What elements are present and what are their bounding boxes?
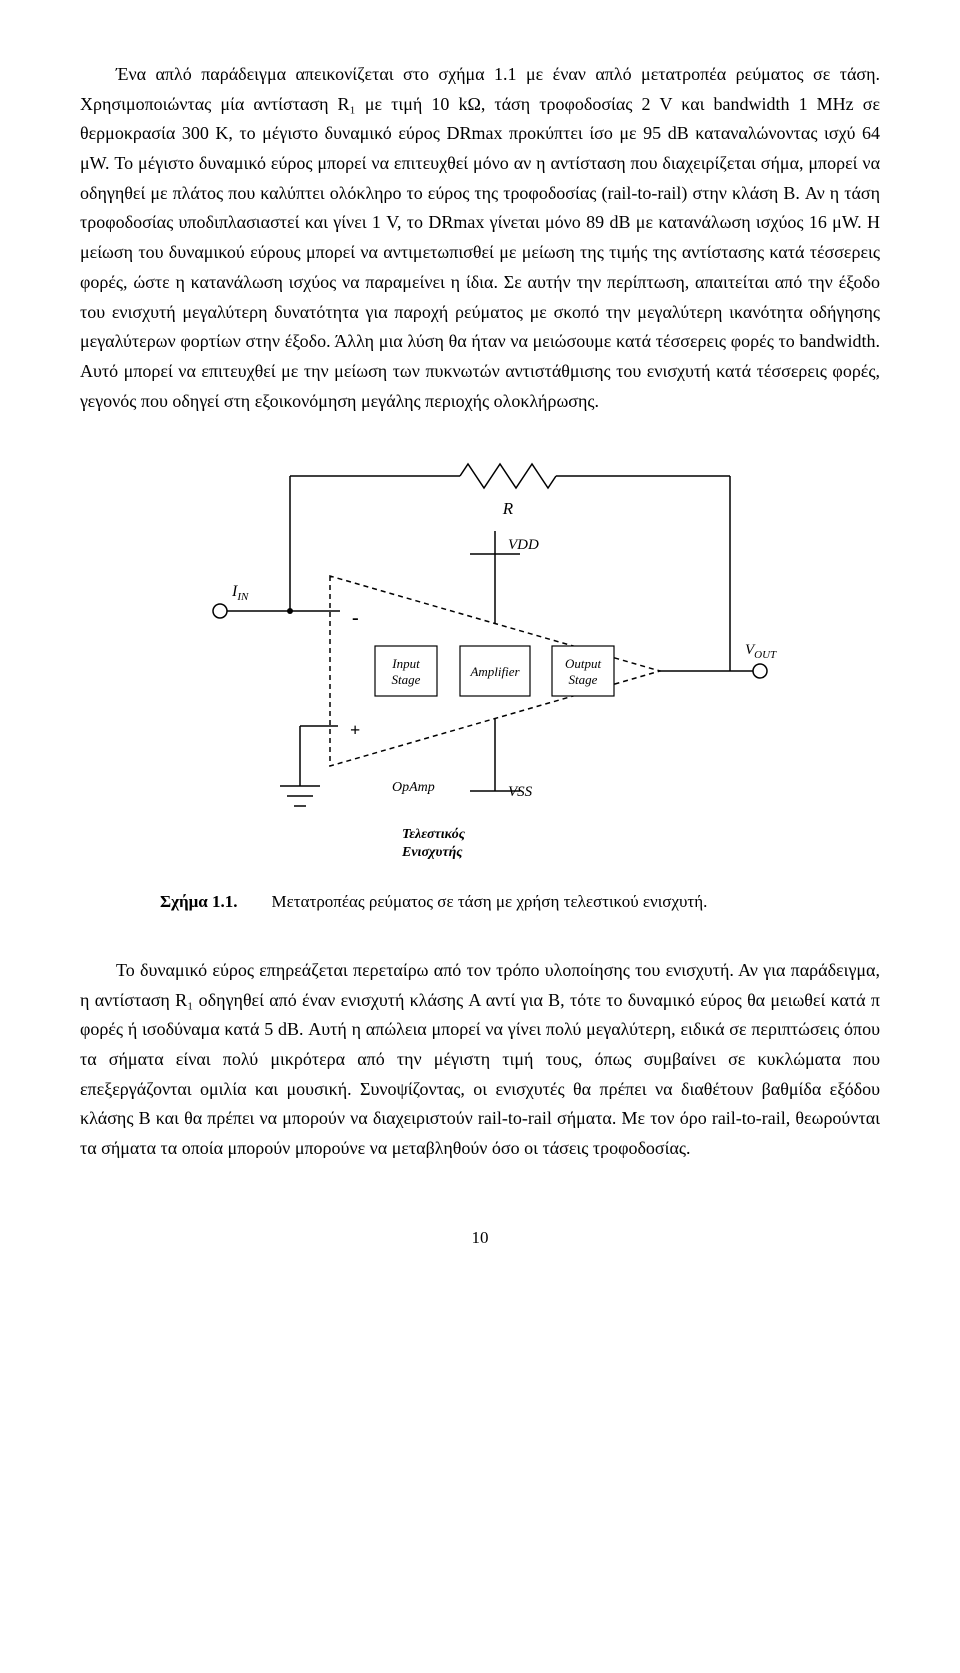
label-input-stage-2: Stage — [392, 672, 421, 687]
label-amplifier: Amplifier — [469, 664, 520, 679]
label-iin: IIN — [231, 583, 249, 603]
label-output-stage-1: Output — [565, 656, 602, 671]
page-number: 10 — [80, 1224, 880, 1252]
label-opamp: OpAmp — [392, 780, 435, 795]
label-output-stage-2: Stage — [569, 672, 598, 687]
label-vss: VSS — [508, 784, 533, 800]
label-r: R — [502, 499, 514, 518]
caption-label: Σχήμα 1.1. — [160, 892, 238, 911]
figure-1: R IIN - + VDD VSS Input Stage Amplifier … — [160, 446, 800, 916]
label-plus: + — [350, 720, 360, 740]
label-vout: VOUT — [745, 642, 777, 661]
label-minus: - — [352, 607, 359, 629]
caption-text: Μετατροπέας ρεύματος σε τάση με χρήση τε… — [272, 892, 708, 911]
box-input-stage — [375, 646, 437, 696]
circuit-diagram: R IIN - + VDD VSS Input Stage Amplifier … — [160, 446, 800, 866]
label-input-stage-1: Input — [391, 656, 420, 671]
paragraph-2: Το δυναμικό εύρος επηρεάζεται περεταίρω … — [80, 956, 880, 1164]
paragraph-1: Ένα απλό παράδειγμα απεικονίζεται στο σχ… — [80, 60, 880, 416]
figure-caption: Σχήμα 1.1. Μετατροπέας ρεύματος σε τάση … — [160, 888, 800, 916]
box-output-stage — [552, 646, 614, 696]
label-telestikos-2: Ενισχυτής — [401, 845, 463, 860]
vout-terminal — [753, 664, 767, 678]
label-telestikos-1: Τελεστικός — [402, 827, 466, 842]
label-vdd: VDD — [508, 537, 539, 553]
